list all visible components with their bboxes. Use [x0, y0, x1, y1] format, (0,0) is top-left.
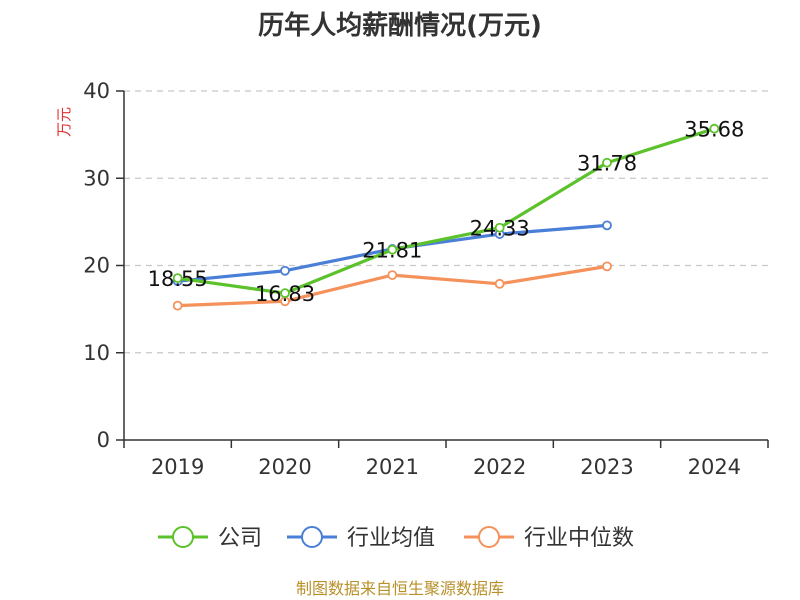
legend-label-0: 公司	[218, 526, 262, 551]
series-point-0-2023	[602, 157, 612, 168]
legend-item-2[interactable]: 行业中位数	[464, 526, 634, 551]
series-2	[172, 261, 612, 311]
legend-marker-1	[301, 526, 323, 548]
legend-label-1: 行业均值	[347, 526, 435, 551]
y-tick-label-40: 40	[83, 79, 110, 103]
data-label-2021: 21.81	[362, 239, 422, 263]
x-tick-label-2024: 2024	[688, 455, 741, 479]
series-point-0-2020	[280, 288, 290, 299]
series-point-2-2022	[494, 278, 505, 289]
x-tick-label-2023: 2023	[580, 455, 633, 479]
series-point-2-2021	[387, 270, 398, 280]
series-point-1-2020	[280, 265, 290, 276]
x-tick-label-2022: 2022	[473, 455, 526, 479]
data-label-2019: 18.55	[148, 267, 208, 291]
x-tick-label-2020: 2020	[258, 455, 311, 479]
y-axis-label: 万元	[55, 107, 73, 137]
x-tick-label-2019: 2019	[151, 455, 204, 479]
series-point-0-2019	[172, 273, 183, 284]
data-label-2022: 24.33	[470, 217, 530, 241]
legend-label-2: 行业中位数	[524, 526, 634, 551]
axes: 0 10 20 30 40 2019 2020 2021 2022 2023 2024	[83, 79, 769, 479]
source-note: 制图数据来自恒生聚源数据库	[296, 579, 504, 598]
legend-item-1[interactable]: 行业均值	[287, 526, 435, 551]
data-label-2024: 35.68	[684, 118, 744, 142]
data-label-2023: 31.78	[577, 152, 637, 176]
data-labels: 18.55 16.83 21.81 24.33 31.78 35.68	[148, 118, 745, 306]
legend-marker-0	[172, 526, 194, 548]
series-0	[172, 123, 720, 299]
series-lines	[172, 123, 720, 311]
y-tick-label-30: 30	[83, 166, 110, 190]
y-tick-label-10: 10	[83, 341, 110, 365]
legend-item-0[interactable]: 公司	[158, 526, 262, 551]
series-point-0-2021	[387, 244, 398, 255]
legend-marker-2	[478, 526, 500, 548]
data-label-2020: 16.83	[255, 282, 315, 306]
series-point-2-2023	[602, 261, 612, 272]
series-point-1-2023	[602, 220, 612, 231]
chart-title: 历年人均薪酬情况(万元)	[258, 10, 542, 41]
series-point-0-2022	[494, 222, 505, 233]
y-tick-label-0: 0	[97, 428, 110, 452]
x-tick-label-2021: 2021	[366, 455, 419, 479]
series-line-0	[176, 127, 716, 295]
grid-lines	[124, 90, 768, 354]
series-point-0-2024	[709, 123, 720, 134]
legend[interactable]: 公司 行业均值 行业中位数	[158, 526, 634, 551]
y-tick-label-20: 20	[83, 254, 110, 278]
series-point-2-2019	[172, 300, 183, 311]
